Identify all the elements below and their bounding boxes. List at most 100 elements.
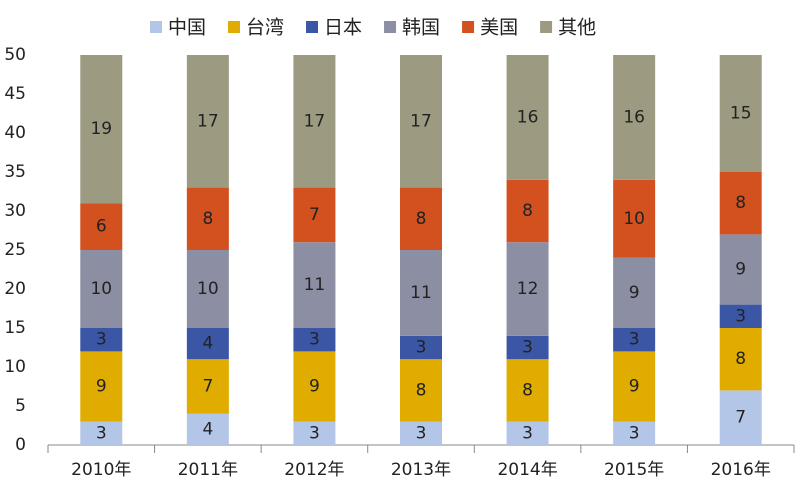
bar-segment <box>293 328 336 352</box>
bar-segment <box>186 328 229 360</box>
bar-segment <box>719 234 762 305</box>
bar-segment <box>80 55 123 204</box>
y-tick-label: 15 <box>4 318 26 338</box>
data-label: 10 <box>90 279 112 299</box>
bar-segment <box>613 351 656 422</box>
data-label: 3 <box>416 338 427 358</box>
bar-segment <box>293 55 336 188</box>
legend-label: 美国 <box>480 17 518 39</box>
x-tick-label: 2013年 <box>391 460 451 480</box>
bar-segment <box>400 421 442 445</box>
bar-segment <box>80 250 123 328</box>
legend-swatch <box>462 21 475 33</box>
bar-segment <box>719 172 762 235</box>
bar-segment <box>506 335 549 360</box>
y-tick-label: 0 <box>15 435 26 455</box>
bar-segment <box>506 179 549 243</box>
bar-segment <box>506 359 549 422</box>
data-label: 9 <box>629 377 640 397</box>
legend-swatch <box>540 21 553 33</box>
bar-segment <box>506 242 549 336</box>
bar-segment <box>506 55 549 180</box>
bar-segment <box>293 187 336 243</box>
data-label: 17 <box>410 111 432 131</box>
data-label: 9 <box>309 377 320 397</box>
bar-segment <box>613 421 656 445</box>
data-label: 3 <box>309 330 320 350</box>
y-tick-label: 30 <box>4 201 26 221</box>
bar-segment <box>613 328 656 352</box>
bar-segment <box>719 55 762 172</box>
y-tick-label: 40 <box>4 123 26 143</box>
bar-segment <box>80 328 123 352</box>
data-label: 8 <box>416 209 427 229</box>
data-label: 3 <box>96 423 107 443</box>
data-label: 9 <box>629 283 640 303</box>
y-tick-label: 45 <box>4 84 26 104</box>
bar-segment <box>80 351 123 422</box>
data-label: 3 <box>629 330 640 350</box>
bar-segment <box>80 421 123 445</box>
bar-segment <box>400 187 442 250</box>
data-label: 10 <box>623 209 645 229</box>
y-tick-label: 25 <box>4 240 26 260</box>
data-label: 8 <box>735 349 746 369</box>
data-label: 8 <box>202 209 213 229</box>
data-label: 11 <box>410 283 432 303</box>
data-label: 6 <box>96 217 107 237</box>
data-label: 3 <box>629 423 640 443</box>
x-tick-label: 2012年 <box>284 460 344 480</box>
bar-segment <box>186 413 229 445</box>
bar-segment <box>186 55 229 188</box>
data-label: 8 <box>522 201 533 221</box>
data-label: 8 <box>416 380 427 400</box>
x-tick-label: 2014年 <box>497 460 557 480</box>
y-tick-label: 35 <box>4 162 26 182</box>
x-tick-label: 2016年 <box>711 460 771 480</box>
data-label: 8 <box>735 193 746 213</box>
x-tick-label: 2011年 <box>178 460 238 480</box>
data-label: 4 <box>202 334 213 354</box>
legend-swatch <box>228 21 241 33</box>
data-label: 3 <box>309 423 320 443</box>
legend-swatch <box>306 21 319 33</box>
legend-swatch <box>384 21 397 33</box>
data-label: 7 <box>202 377 213 397</box>
data-label: 17 <box>197 111 219 131</box>
data-label: 12 <box>517 279 539 299</box>
bar-segment <box>400 359 442 422</box>
data-label: 8 <box>522 380 533 400</box>
bar-segment <box>186 250 229 328</box>
legend-swatch <box>150 21 162 33</box>
legend-label: 韩国 <box>402 17 440 39</box>
bar-segment <box>293 242 336 328</box>
bar-segment <box>719 390 762 445</box>
data-label: 3 <box>522 338 533 358</box>
data-label: 16 <box>517 107 539 127</box>
legend-label: 中国 <box>168 17 206 39</box>
data-label: 16 <box>623 107 645 127</box>
data-label: 17 <box>304 111 326 131</box>
y-tick-label: 20 <box>4 279 26 299</box>
data-label: 3 <box>96 330 107 350</box>
legend-label: 其他 <box>558 17 596 39</box>
bar-segment <box>506 421 549 445</box>
bar-segment <box>613 55 656 180</box>
data-label: 19 <box>90 119 112 139</box>
bar-segment <box>293 421 336 445</box>
data-label: 3 <box>522 423 533 443</box>
data-label: 10 <box>197 279 219 299</box>
legend-label: 日本 <box>324 17 362 39</box>
data-label: 7 <box>309 205 320 225</box>
bar-segment <box>293 351 336 422</box>
bar-segment <box>400 335 442 360</box>
bar-segment <box>400 55 442 188</box>
data-label: 11 <box>304 275 326 295</box>
data-label: 3 <box>735 306 746 326</box>
legend-label: 台湾 <box>246 17 284 39</box>
y-tick-label: 5 <box>15 396 26 416</box>
data-label: 7 <box>735 408 746 428</box>
bar-segment <box>186 359 229 414</box>
data-label: 4 <box>202 419 213 439</box>
y-tick-label: 50 <box>4 45 26 65</box>
